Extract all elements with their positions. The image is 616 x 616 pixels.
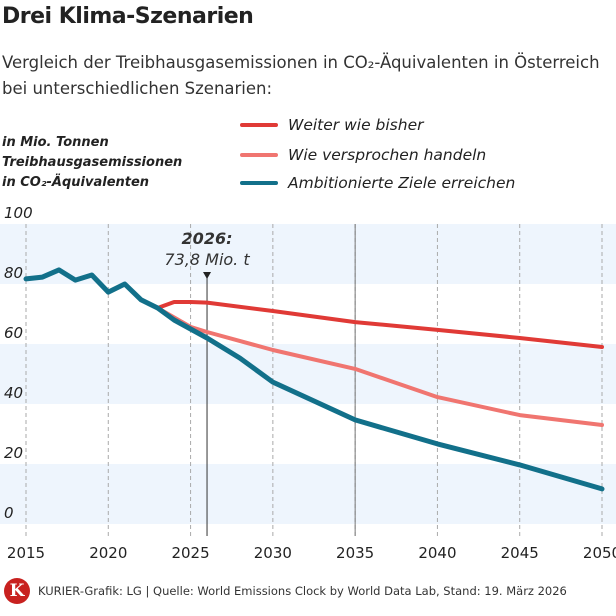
y-tick-label: 0 [4, 504, 14, 522]
legend-label: Ambitionierte Ziele erreichen [288, 174, 516, 192]
legend-item-versprochen: Wie versprochen handeln [240, 146, 486, 164]
y-tick-label: 100 [4, 204, 33, 222]
x-tick-label: 2035 [336, 544, 374, 562]
series-line-2 [23, 267, 605, 492]
footer: K KURIER-Grafik: LG | Quelle: World Emiss… [4, 578, 567, 604]
y-tick-label: 80 [4, 264, 23, 282]
annotation-year: 2026: [182, 229, 233, 248]
series-line-0 [155, 300, 604, 349]
legend-swatch [240, 123, 278, 127]
grid-band [0, 464, 616, 524]
x-tick-label: 2050 [583, 544, 616, 562]
x-tick-label: 2045 [501, 544, 539, 562]
y-tick-label: 20 [4, 444, 23, 462]
annotation-value: 73,8 Mio. t [164, 250, 250, 269]
chart-subtitle: Vergleich der Treibhausgasemissionen in … [2, 53, 600, 98]
x-tick-label: 2040 [418, 544, 456, 562]
y-tick-label: 40 [4, 384, 23, 402]
kurier-logo: K [4, 578, 30, 604]
legend-swatch [240, 181, 278, 185]
x-tick-label: 2025 [171, 544, 209, 562]
x-tick-label: 2020 [89, 544, 127, 562]
annotation-marker [203, 272, 212, 279]
legend-item-ambitioniert: Ambitionierte Ziele erreichen [240, 174, 515, 192]
x-tick-label: 2015 [7, 544, 45, 562]
legend-item-weiter: Weiter wie bisher [240, 116, 423, 134]
legend-label: Wie versprochen handeln [288, 146, 487, 164]
y-tick-label: 60 [4, 324, 23, 342]
grid-band [0, 344, 616, 404]
x-tick-label: 2030 [254, 544, 292, 562]
source-note: KURIER-Grafik: LG | Quelle: World Emissi… [38, 584, 567, 598]
legend-label: Weiter wie bisher [288, 116, 424, 134]
grid-band [0, 224, 616, 284]
legend-swatch [240, 153, 278, 157]
chart-title: Drei Klima-Szenarien [2, 4, 254, 29]
y-axis-label: in Mio. Tonnen Treibhausgasemissionen in… [2, 135, 183, 190]
